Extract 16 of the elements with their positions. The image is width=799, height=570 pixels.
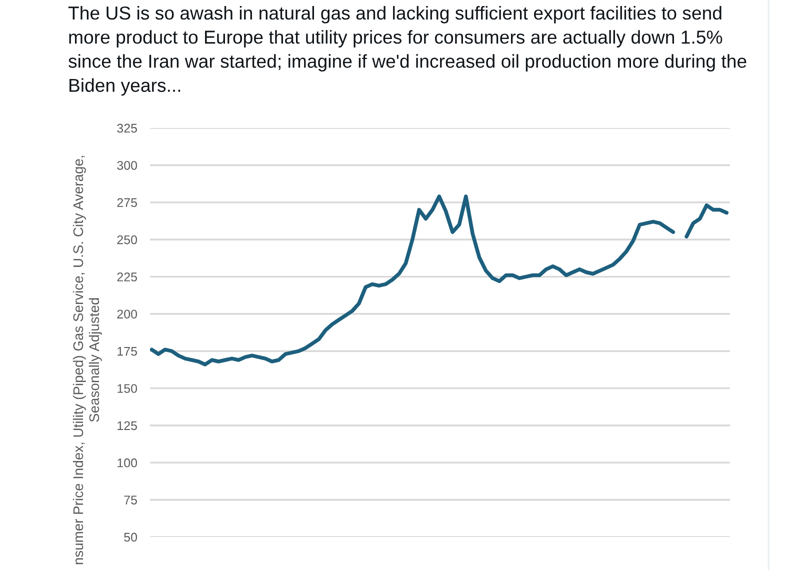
y-tick-label: 75	[124, 496, 137, 504]
y-axis-title: nsumer Price Index, Utility (Piped) Gas Service, U.S. City Average, Seasonally Adjusted	[72, 156, 102, 564]
y-tick-label: 275	[117, 198, 137, 208]
line-series	[684, 203, 729, 238]
y-tick-label: 200	[117, 310, 138, 319]
chart-title: The US is so awash in natural gas and lacking sufficient export facilities to send more product to Europe that utility prices for consumers are actually down 1.5% since the Iran war started; imagine if we'd increased oil production more during the Biden years...	[68, 6, 746, 96]
y-tick-label: 50	[124, 532, 138, 542]
y-tick-label: 150	[118, 384, 138, 393]
y-tick-label: 125	[118, 421, 137, 430]
line-series	[150, 194, 676, 366]
y-tick-label: 100	[118, 458, 138, 468]
y-tick-label: 250	[117, 235, 138, 244]
y-tick-label: 225	[117, 272, 137, 282]
y-tick-label: 175	[118, 347, 137, 356]
y-tick-label: 300	[117, 160, 138, 170]
y-tick-label: 325	[117, 124, 137, 133]
